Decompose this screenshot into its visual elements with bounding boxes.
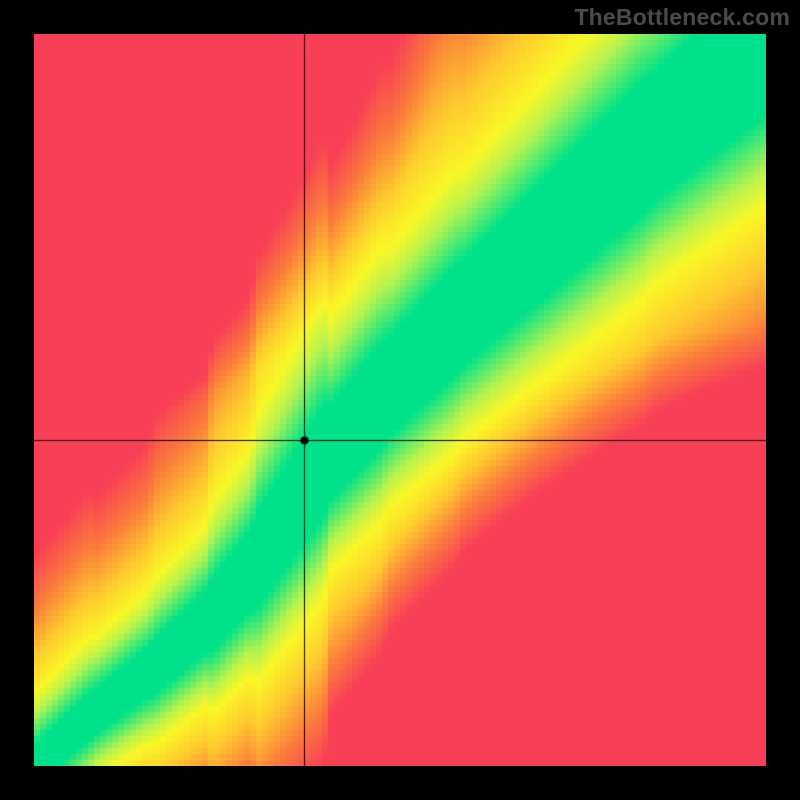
watermark-label: TheBottleneck.com: [574, 4, 790, 31]
heatmap-canvas: [34, 34, 766, 766]
chart-frame: TheBottleneck.com: [0, 0, 800, 800]
